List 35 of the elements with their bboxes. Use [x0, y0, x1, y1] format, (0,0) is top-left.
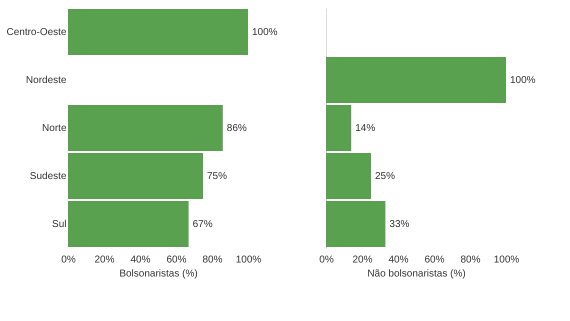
- bar: [326, 200, 386, 248]
- x-tick-label: 20%: [352, 254, 373, 266]
- data-label: 75%: [207, 171, 228, 182]
- x-tick-label: 60%: [166, 254, 187, 266]
- bar: [326, 56, 506, 104]
- x-tick-label: 40%: [388, 254, 409, 266]
- data-label: 67%: [192, 219, 213, 230]
- y-tick-label: Nordeste: [26, 75, 67, 86]
- data-label: 100%: [510, 75, 536, 86]
- y-tick-label: Sudeste: [30, 171, 67, 182]
- bar: [68, 104, 223, 152]
- y-tick-label: Norte: [42, 123, 67, 134]
- x-tick-label: 0%: [61, 254, 76, 266]
- x-tick-label: 100%: [236, 254, 262, 266]
- data-label: 100%: [252, 27, 278, 38]
- data-label: 25%: [375, 171, 396, 182]
- data-label: 86%: [226, 123, 247, 134]
- x-axis-title: Não bolsonaristas (%): [367, 268, 466, 280]
- x-axis-title: Bolsonaristas (%): [119, 268, 198, 280]
- x-tick-label: 100%: [494, 254, 520, 266]
- x-tick-label: 80%: [460, 254, 481, 266]
- data-label: 33%: [389, 219, 410, 230]
- x-tick-label: 40%: [130, 254, 151, 266]
- y-tick-label: Sul: [52, 219, 66, 230]
- x-tick-label: 60%: [424, 254, 445, 266]
- x-tick-label: 80%: [202, 254, 223, 266]
- bar: [68, 152, 203, 200]
- bar: [326, 152, 371, 200]
- x-tick-label: 0%: [319, 254, 334, 266]
- bar: [68, 8, 248, 56]
- y-tick-label: Centro-Oeste: [6, 27, 67, 38]
- bar: [326, 104, 352, 152]
- x-tick-label: 20%: [94, 254, 115, 266]
- bar: [68, 200, 189, 248]
- data-label: 14%: [355, 123, 376, 134]
